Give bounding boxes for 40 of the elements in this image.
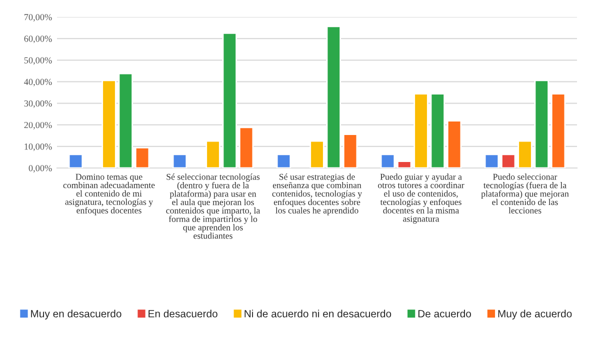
bar [68,154,84,168]
x-tick-label: Sé seleccionar tecnologías (dentro y fuera de la plataforma) para usar en el aula que mejoran los contenidos que imparto, la forma de impartirlos y lo que aprenden los estudiantes [166,174,260,239]
y-tick-label: 50,00% [24,57,52,65]
y-tick-label: 60,00% [24,36,52,44]
bar [501,154,516,168]
y-tick-label: 40,00% [24,78,52,86]
bar [206,140,220,168]
bar [518,140,532,168]
bar [102,80,116,168]
bar [484,154,500,168]
x-tick-label: Sé usar estrategias de enseñanza que combinan contenidos, tecnologías y enfoques docentes sobre los cuales he aprendido [272,174,362,216]
y-tick-label: 70,00% [24,14,52,22]
bar [310,140,324,168]
bar [172,154,188,168]
bar [550,93,566,168]
bar [326,26,341,168]
y-tick-label: 10,00% [24,144,52,152]
legend-label: Ni de acuerdo ni en desacuerdo [244,310,392,318]
legend-label: En desacuerdo [148,310,218,318]
y-tick-label: 0,00% [28,165,52,173]
legend-label: Muy en desacuerdo [31,310,122,320]
bar [430,93,445,168]
bar [397,160,412,168]
bar [414,93,428,168]
y-tick-label: 20,00% [24,122,52,130]
legend-label: Muy de acuerdo [498,310,572,320]
x-tick-label: Puedo guiar y ayudar a otros tutores a coordinar el uso de contenidos, tecnologías y enfoques docentes en la misma asignatura [378,174,464,224]
bar [134,147,150,168]
bar [238,126,254,168]
legend-label: De acuerdo [418,310,471,318]
bar [534,80,549,168]
bar [222,32,237,168]
bar [446,120,462,168]
bar [118,72,133,168]
x-tick-label: Puedo seleccionar tecnologías (fuera de la plataforma) que mejoran el contenido de las lecciones [481,174,569,214]
bar [276,154,292,168]
bar [342,134,358,168]
bar [380,154,396,168]
x-tick-label: Domino temas que combinan adecuadamente el contenido de mi asignatura, tecnologías y enfoques docentes [63,174,155,216]
y-tick-label: 30,00% [24,100,52,108]
